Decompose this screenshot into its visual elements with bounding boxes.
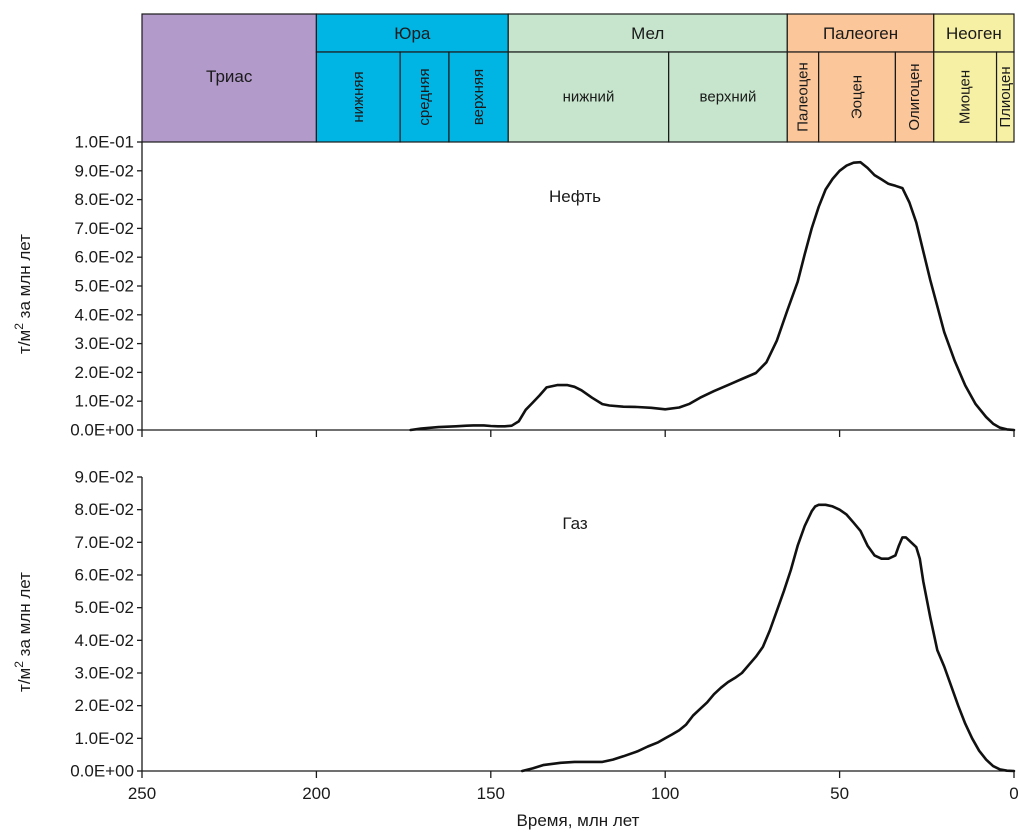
y-tick-label: 4.0E-02 — [74, 305, 134, 324]
epoch-cell — [933, 51, 998, 143]
y-tick-label: 4.0E-02 — [74, 631, 134, 650]
epoch-label: средняя — [416, 68, 433, 125]
y-axis-label-rest: за млн лет — [15, 572, 34, 661]
x-tick-label: 0 — [1009, 784, 1018, 803]
y-tick-label: 0.0E+00 — [70, 762, 134, 781]
y-axis-label-sup: 2 — [12, 661, 26, 668]
y-tick-label: 2.0E-02 — [74, 363, 134, 382]
y-tick-label: 8.0E-02 — [74, 190, 134, 209]
epoch-label: нижний — [563, 89, 615, 106]
epoch-label: верхний — [700, 89, 757, 106]
epoch-label: Палеоцен — [794, 62, 811, 132]
y-axis-label-unit: т/м — [15, 330, 34, 354]
y-tick-label: 2.0E-02 — [74, 696, 134, 715]
y-tick-label: 5.0E-02 — [74, 277, 134, 296]
y-tick-label: 5.0E-02 — [74, 598, 134, 617]
x-tick-label: 150 — [477, 784, 505, 803]
period-label: Мел — [631, 24, 664, 43]
y-tick-label: 1.0E-02 — [74, 392, 134, 411]
epoch-cell — [399, 51, 450, 143]
period-label: Триас — [206, 67, 253, 86]
y-tick-label: 1.0E-02 — [74, 729, 134, 748]
epoch-cell — [818, 51, 897, 143]
y-tick-label: 6.0E-02 — [74, 248, 134, 267]
x-tick-label: 100 — [651, 784, 679, 803]
epoch-cell — [894, 51, 935, 143]
epoch-label: Плиоцен — [997, 66, 1014, 127]
y-axis-label-unit: т/м — [15, 668, 34, 692]
y-tick-label: 8.0E-02 — [74, 500, 134, 519]
y-tick-label: 0.0E+00 — [70, 421, 134, 440]
y-tick-label: 6.0E-02 — [74, 566, 134, 585]
epoch-label: Олигоцен — [906, 63, 923, 130]
period-cell — [315, 13, 509, 53]
y-tick-label: 7.0E-02 — [74, 219, 134, 238]
oil-series-line — [409, 160, 1016, 432]
epoch-cell — [507, 51, 670, 143]
y-tick-label: 9.0E-02 — [74, 468, 134, 487]
epoch-label: верхняя — [470, 69, 487, 125]
x-axis-label: Время, млн лет — [517, 811, 640, 830]
y-tick-label: 7.0E-02 — [74, 533, 134, 552]
y-axis-label: т/м2 за млн лет — [12, 572, 34, 692]
x-tick-label: 250 — [128, 784, 156, 803]
period-label: Палеоген — [823, 24, 898, 43]
gas-chart-panel: 0.0E+00 1.0E-02 2.0E-02 3.0E-02 4.0E-02 5.0E-… — [12, 468, 1018, 831]
oil-chart-panel: 0.0E+00 1.0E-02 2.0E-02 3.0E-02 4.0E-02 5.0E-… — [12, 133, 1016, 440]
x-tick-label: 200 — [302, 784, 330, 803]
y-axis-label: т/м2 за млн лет — [12, 234, 34, 354]
period-label: Неоген — [946, 24, 1002, 43]
y-axis-label-sup: 2 — [12, 323, 26, 330]
gas-series-line — [520, 503, 1016, 773]
epoch-cell — [995, 51, 1015, 143]
y-tick-label: 3.0E-02 — [74, 664, 134, 683]
gas-series-annotation: Газ — [562, 514, 588, 533]
epoch-cell — [315, 51, 401, 143]
y-axis-label-rest: за млн лет — [15, 234, 34, 323]
epoch-cell — [668, 51, 788, 143]
stratigraphy-band: Триас Юра Мел Палеоген Неоген нижняя средняя ве… — [141, 13, 1015, 143]
x-tick-label: 50 — [830, 784, 849, 803]
y-tick-label: 3.0E-02 — [74, 334, 134, 353]
epoch-label: Миоцен — [957, 70, 974, 124]
y-tick-label: 9.0E-02 — [74, 161, 134, 180]
period-cell — [141, 13, 317, 143]
epoch-label: Эоцен — [849, 75, 866, 119]
period-label: Юра — [394, 24, 431, 43]
epoch-label: нижняя — [350, 71, 367, 122]
oil-series-annotation: Нефть — [549, 187, 601, 206]
epoch-cell — [448, 51, 509, 143]
period-cell — [507, 13, 788, 53]
y-tick-label: 1.0E-01 — [74, 133, 134, 152]
